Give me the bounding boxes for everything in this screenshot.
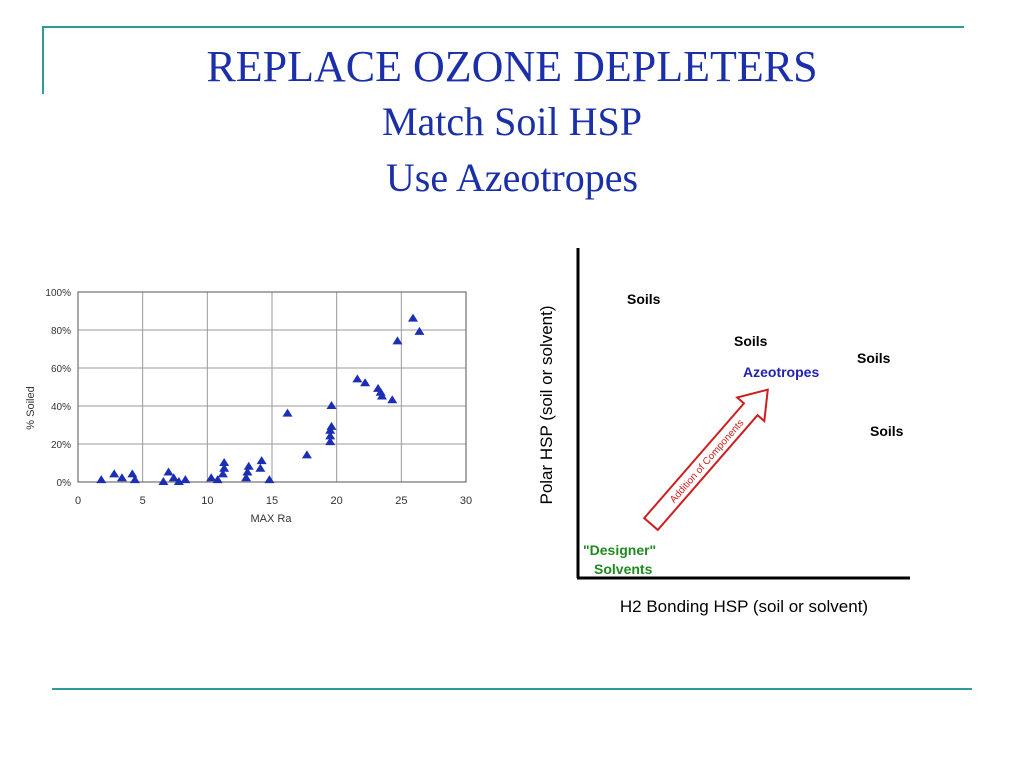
soils-label-3: Soils: [857, 350, 891, 366]
scatter-point: [325, 437, 336, 446]
scatter-point: [241, 473, 252, 482]
scatter-point: [116, 473, 127, 482]
scatter-point: [219, 463, 230, 472]
scatter-point: [168, 473, 179, 482]
scatter-y-axis-label: % Soiled: [25, 386, 37, 429]
hsp-diagram: H2 Bonding HSP (soil or solvent) Polar H…: [537, 248, 910, 616]
scatter-background: [10, 276, 502, 540]
scatter-x-tick-label: 20: [331, 495, 343, 507]
addition-arrow: Addition of Components: [642, 388, 769, 532]
scatter-x-tick-label: 0: [75, 495, 81, 507]
scatter-point: [407, 313, 418, 322]
scatter-point: [326, 401, 337, 409]
arrow-shape: [642, 388, 769, 532]
arrow-label: Addition of Components: [668, 418, 746, 506]
scatter-point: [158, 477, 169, 485]
scatter-point: [243, 461, 254, 470]
designer-label-line-2: Solvents: [594, 561, 653, 577]
left-rule: [42, 26, 44, 94]
scatter-y-tick-label: 20%: [51, 440, 71, 451]
scatter-point: [206, 473, 217, 482]
bottom-rule: [52, 688, 972, 690]
scatter-x-axis-label: MAX Ra: [251, 513, 293, 525]
scatter-x-tick-label: 10: [201, 495, 213, 507]
soils-label-4: Soils: [870, 423, 904, 439]
scatter-point: [392, 336, 403, 345]
scatter-point: [376, 391, 387, 400]
scatter-x-tick-label: 15: [266, 495, 278, 507]
soils-label-2: Soils: [734, 333, 768, 349]
title-block: REPLACE OZONE DEPLETERS Match Soil HSP U…: [0, 40, 1024, 206]
azeotropes-label: Azeotropes: [743, 364, 819, 380]
scatter-x-tick-label: 30: [460, 495, 472, 507]
scatter-point: [219, 458, 230, 466]
scatter-point: [96, 475, 107, 484]
scatter-point: [163, 467, 174, 476]
scatter-point: [301, 450, 312, 459]
scatter-x-tick-label: 5: [140, 495, 146, 507]
scatter-point: [360, 378, 371, 387]
scatter-point: [264, 475, 275, 484]
hsp-y-axis-label: Polar HSP (soil or solvent): [537, 305, 556, 504]
scatter-point: [180, 475, 191, 484]
scatter-point: [256, 456, 267, 465]
scatter-y-tick-label: 60%: [51, 364, 71, 375]
scatter-point: [212, 475, 223, 484]
slide-title: REPLACE OZONE DEPLETERS: [206, 42, 818, 91]
designer-label-line-1: "Designer": [583, 542, 656, 558]
scatter-y-tick-label: 40%: [51, 402, 71, 413]
slide-subtitle-2: Use Azeotropes: [385, 155, 639, 200]
scatter-point: [129, 475, 140, 484]
soiled-vs-ra-scatter-chart: 0 5 10 15 20 25 30 0% 20% 40% 60% 80% 100% MAX Ra % …: [10, 276, 502, 540]
scatter-point: [217, 469, 228, 478]
soils-label-1: Soils: [627, 291, 661, 307]
hsp-x-axis-label: H2 Bonding HSP (soil or solvent): [620, 597, 868, 616]
scatter-y-tick-label: 80%: [51, 326, 71, 337]
scatter-y-tick-label: 0%: [57, 478, 72, 489]
scatter-point: [282, 408, 293, 417]
scatter-x-tick-label: 25: [395, 495, 407, 507]
scatter-point: [352, 374, 363, 383]
scatter-point: [109, 469, 120, 478]
scatter-y-tick-label: 100%: [45, 288, 71, 299]
slide-subtitle-1: Match Soil HSP: [381, 99, 643, 144]
scatter-point: [255, 463, 266, 472]
scatter-point: [325, 431, 336, 440]
top-rule: [42, 26, 964, 28]
scatter-point: [242, 467, 253, 476]
scatter-point: [326, 421, 337, 430]
scatter-point: [414, 326, 425, 335]
scatter-point: [387, 395, 398, 404]
